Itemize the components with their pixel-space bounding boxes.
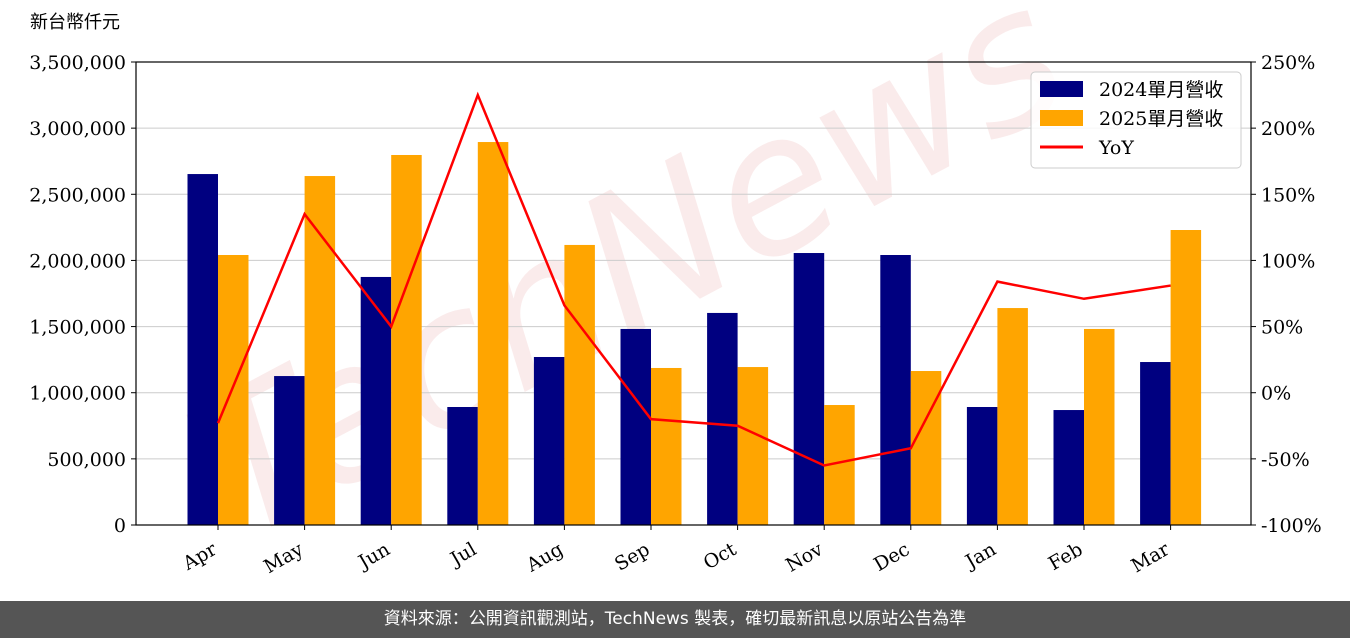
bar bbox=[533, 356, 565, 525]
y-tick-label: 1,000,000 bbox=[29, 383, 126, 405]
bar bbox=[966, 407, 998, 525]
bar bbox=[1084, 328, 1115, 525]
y-tick-label: 2,000,000 bbox=[29, 250, 126, 272]
bar bbox=[360, 276, 392, 525]
y-tick-label: 500,000 bbox=[47, 449, 126, 471]
y-axis-title: 新台幣仟元 bbox=[30, 12, 120, 33]
bar bbox=[651, 367, 682, 525]
plot-frame bbox=[135, 61, 1252, 526]
y2-tick-label: -100% bbox=[1261, 515, 1322, 537]
x-tick-label: Jul bbox=[445, 538, 480, 571]
bar bbox=[218, 255, 249, 525]
bar bbox=[187, 174, 218, 525]
footer: 資料來源：公開資訊觀測站，TechNews 製表，確切最新訊息以原站公告為準 bbox=[0, 601, 1350, 638]
y2-tick-label: 100% bbox=[1261, 250, 1315, 272]
bar bbox=[793, 253, 825, 525]
x-tick-label: Jan bbox=[960, 538, 1000, 574]
chart: 新台幣仟元 TechNews0500,0001,000,0001,500,000… bbox=[29, 0, 1322, 582]
bar bbox=[564, 244, 595, 525]
y2-tick-label: 200% bbox=[1261, 118, 1315, 140]
legend-box bbox=[1030, 71, 1242, 169]
legend-swatch bbox=[1040, 81, 1083, 97]
bar bbox=[1140, 362, 1171, 525]
x-tick-label: Sep bbox=[611, 538, 654, 575]
x-tick-label: Apr bbox=[178, 538, 221, 575]
legend-label: 2025單月營收 bbox=[1099, 108, 1223, 130]
bar bbox=[274, 376, 305, 525]
bar bbox=[304, 176, 336, 526]
bar bbox=[997, 308, 1028, 525]
bar bbox=[737, 367, 769, 525]
bar bbox=[391, 154, 422, 525]
y-tick-label: 2,500,000 bbox=[29, 184, 126, 206]
bar bbox=[1053, 410, 1084, 525]
y2-tick-label: 50% bbox=[1261, 317, 1303, 339]
legend-label: YoY bbox=[1098, 137, 1134, 159]
legend-label: 2024單月營收 bbox=[1099, 79, 1223, 101]
bar bbox=[707, 312, 738, 525]
x-tick-label: Oct bbox=[700, 538, 741, 574]
bar bbox=[447, 407, 478, 525]
x-tick-label: Dec bbox=[870, 538, 913, 576]
y-tick-label: 3,500,000 bbox=[29, 52, 126, 74]
x-tick-label: Jun bbox=[353, 538, 394, 574]
line bbox=[216, 91, 1171, 467]
y2-tick-label: 0% bbox=[1261, 383, 1291, 405]
bar bbox=[620, 328, 651, 525]
y2-tick-label: -50% bbox=[1261, 449, 1310, 471]
x-tick-label: Mar bbox=[1128, 538, 1174, 577]
x-tick-label: Nov bbox=[782, 538, 827, 577]
bar bbox=[910, 371, 942, 525]
y-tick-label: 1,500,000 bbox=[29, 317, 126, 339]
y-tick-label: 3,000,000 bbox=[29, 118, 126, 140]
bar bbox=[880, 255, 911, 525]
bar bbox=[1170, 230, 1202, 525]
legend-swatch bbox=[1040, 110, 1083, 126]
x-tick-label: Feb bbox=[1045, 538, 1087, 575]
y2-tick-label: 150% bbox=[1261, 184, 1315, 206]
x-tick-label: Aug bbox=[522, 538, 567, 577]
y-tick-label: 0 bbox=[114, 515, 126, 537]
y2-tick-label: 250% bbox=[1261, 52, 1315, 74]
bar bbox=[477, 142, 509, 526]
